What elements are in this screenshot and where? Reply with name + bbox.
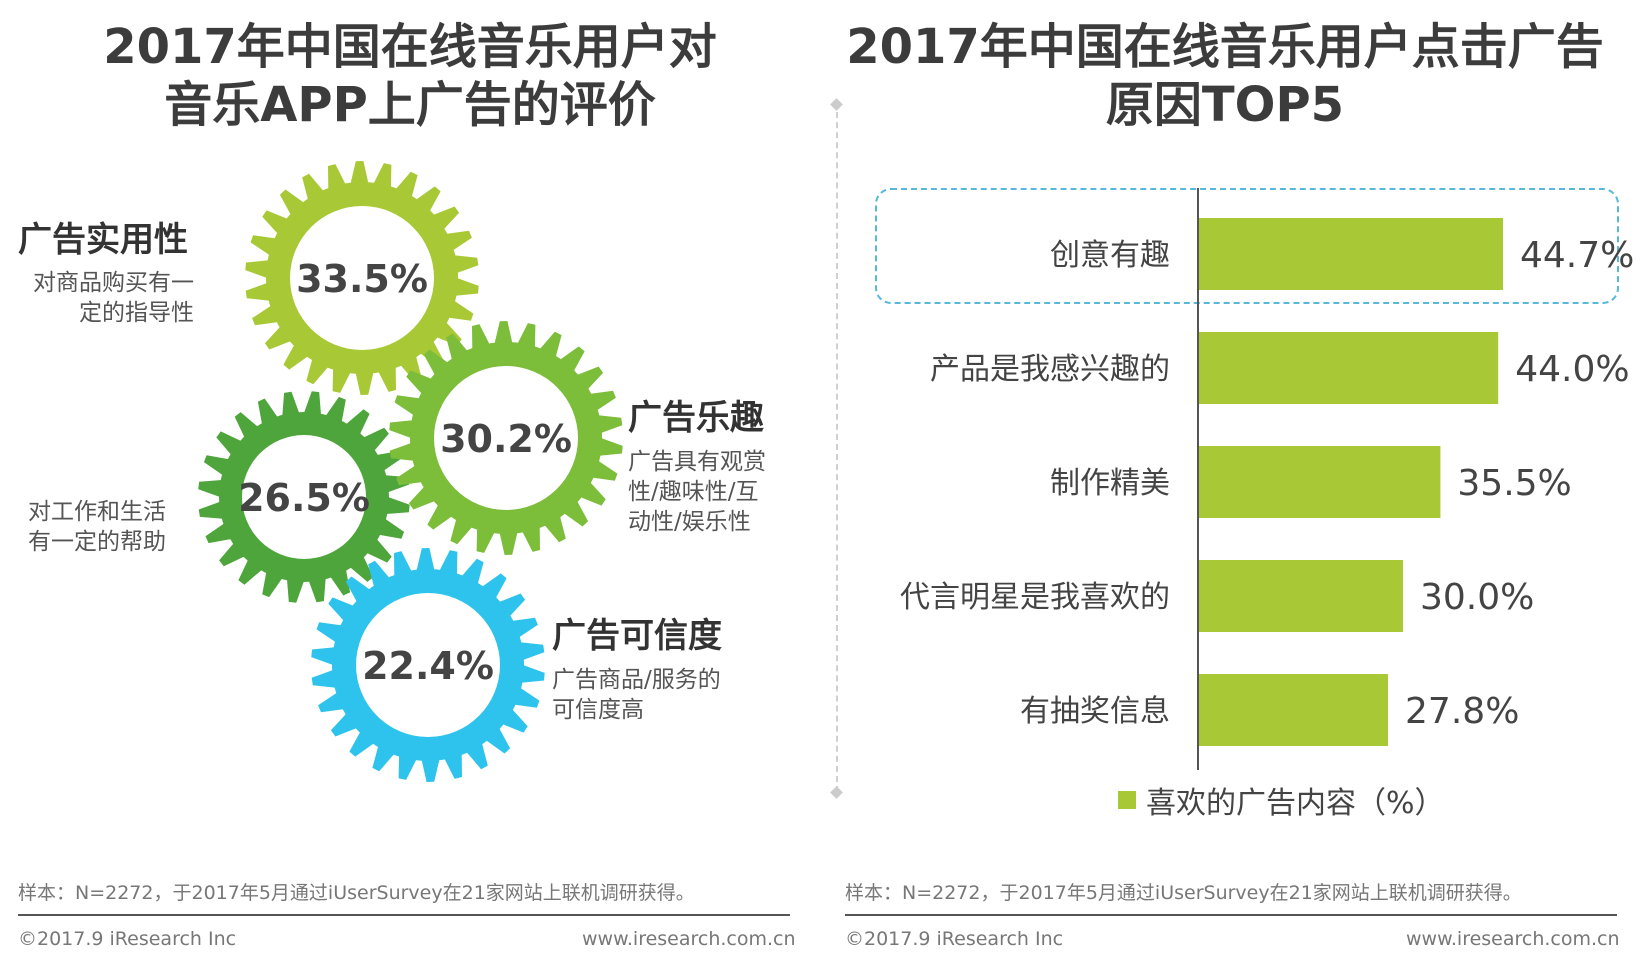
category-label-3: 代言明星是我喜欢的 — [900, 580, 1170, 615]
left-website: www.iresearch.com.cn — [582, 928, 796, 950]
gear-label-credibility-title: 广告可信度 — [552, 616, 722, 656]
category-label-1: 产品是我感兴趣的 — [930, 352, 1170, 387]
right-title-line2: 原因TOP5 — [1105, 77, 1345, 133]
left-copyright: ©2017.9 iResearch Inc — [18, 928, 237, 950]
bar-4 — [1199, 674, 1388, 746]
right-title: 2017年中国在线音乐用户点击广告 原因TOP5 — [830, 18, 1620, 134]
bar-3 — [1199, 560, 1403, 632]
panel-divider — [836, 102, 838, 792]
category-label-4: 有抽奖信息 — [1020, 694, 1170, 729]
legend-swatch — [1118, 791, 1136, 809]
gear-label-practicality-desc: 对商品购买有一 定的指导性 — [18, 268, 194, 328]
right-footnote: 样本：N=2272，于2017年5月通过iUserSurvey在21家网站上联机… — [845, 882, 1522, 904]
gear-label-credibility-desc: 广告商品/服务的 可信度高 — [552, 665, 721, 725]
category-label-2: 制作精美 — [1050, 466, 1170, 501]
gear-value-2: 26.5% — [238, 476, 370, 520]
divider-diamond-bottom — [830, 786, 843, 799]
left-title: 2017年中国在线音乐用户对 音乐APP上广告的评价 — [60, 18, 760, 134]
gear-desc-line: 性/趣味性/互 — [628, 479, 759, 505]
gear-label-help-desc: 对工作和生活 有一定的帮助 — [28, 497, 166, 557]
gear-desc-line: 对工作和生活 — [28, 499, 166, 525]
value-label-2: 35.5% — [1457, 463, 1571, 504]
left-footnote: 样本：N=2272，于2017年5月通过iUserSurvey在21家网站上联机… — [18, 882, 695, 904]
gear-label-fun-desc: 广告具有观赏 性/趣味性/互 动性/娱乐性 — [628, 447, 766, 537]
gear-value-0: 33.5% — [296, 257, 428, 301]
bar-0 — [1199, 218, 1503, 290]
category-label-0: 创意有趣 — [1050, 238, 1170, 273]
gear-desc-line: 可信度高 — [552, 697, 644, 723]
gear-hole-0 — [290, 206, 434, 350]
gear-desc-line: 定的指导性 — [79, 300, 194, 326]
gear-value-3: 22.4% — [362, 644, 494, 688]
gear-desc-line: 动性/娱乐性 — [628, 509, 751, 535]
bar-chart: 创意有趣 44.7% 产品是我感兴趣的 44.0% 制作精美 35.5% 代言明星是我喜欢的… — [900, 188, 1634, 770]
right-copyright: ©2017.9 iResearch Inc — [845, 928, 1064, 950]
left-title-line1: 2017年中国在线音乐用户对 — [103, 19, 717, 75]
bar-2 — [1199, 446, 1441, 518]
gear-desc-line: 广告具有观赏 — [628, 449, 766, 475]
highlight-box — [875, 188, 1619, 304]
value-label-0: 44.7% — [1520, 235, 1634, 276]
right-website: www.iresearch.com.cn — [1406, 928, 1620, 950]
gear-label-fun-title: 广告乐趣 — [628, 398, 764, 438]
gear-hole-1 — [434, 366, 578, 510]
right-footer-rule — [845, 914, 1617, 916]
gear-hole-3 — [356, 593, 500, 737]
left-footer-rule — [18, 914, 790, 916]
gear-label-practicality-title: 广告实用性 — [18, 220, 188, 260]
bar-1 — [1199, 332, 1499, 404]
chart-legend: 喜欢的广告内容（%） — [1118, 778, 1445, 822]
right-title-line1: 2017年中国在线音乐用户点击广告 — [846, 19, 1604, 75]
gear-desc-line: 有一定的帮助 — [28, 529, 166, 555]
value-label-4: 27.8% — [1405, 691, 1519, 732]
gear-value-1: 30.2% — [440, 417, 572, 461]
gear-hole-2 — [242, 435, 366, 559]
value-label-3: 30.0% — [1420, 577, 1534, 618]
gears-diagram: 33.5% 26.5% 30.2% 22.4% — [198, 161, 623, 782]
gear-desc-line: 对商品购买有一 — [33, 270, 194, 296]
legend-label: 喜欢的广告内容（%） — [1146, 786, 1445, 821]
gear-desc-line: 广告商品/服务的 — [552, 667, 721, 693]
left-title-line2: 音乐APP上广告的评价 — [164, 77, 656, 133]
value-label-1: 44.0% — [1515, 349, 1629, 390]
